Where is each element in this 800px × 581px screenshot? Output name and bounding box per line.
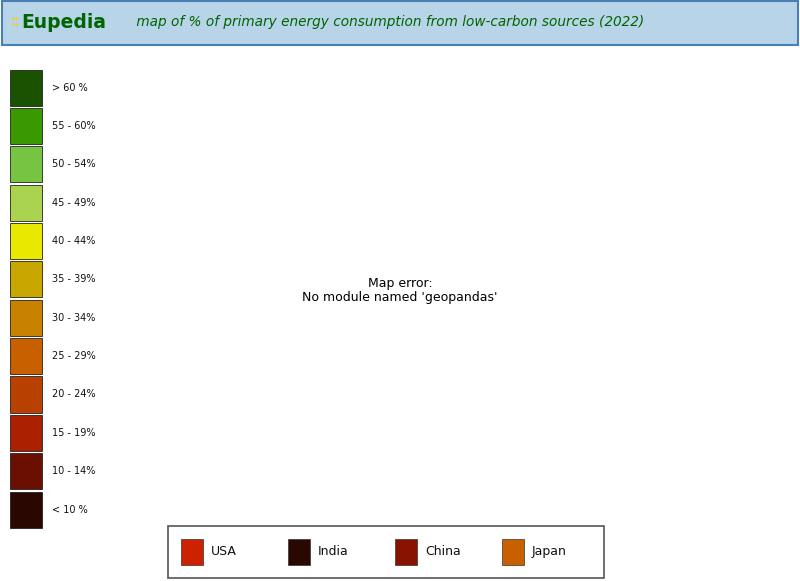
Text: 25 - 29%: 25 - 29%	[52, 351, 96, 361]
Text: 40 - 44%: 40 - 44%	[52, 236, 95, 246]
FancyBboxPatch shape	[10, 492, 42, 528]
Text: Map error:
No module named 'geopandas': Map error: No module named 'geopandas'	[302, 277, 498, 304]
FancyBboxPatch shape	[181, 539, 203, 565]
FancyBboxPatch shape	[10, 300, 42, 336]
Text: 30 - 34%: 30 - 34%	[52, 313, 95, 323]
FancyBboxPatch shape	[10, 185, 42, 221]
Text: 10 - 14%: 10 - 14%	[52, 466, 95, 476]
FancyBboxPatch shape	[10, 261, 42, 297]
FancyBboxPatch shape	[287, 539, 310, 565]
Text: USA: USA	[211, 546, 237, 558]
Text: India: India	[318, 546, 349, 558]
Text: 55 - 60%: 55 - 60%	[52, 121, 96, 131]
Text: 45 - 49%: 45 - 49%	[52, 198, 95, 208]
FancyBboxPatch shape	[10, 108, 42, 144]
FancyBboxPatch shape	[10, 338, 42, 374]
Text: > 60 %: > 60 %	[52, 83, 88, 93]
FancyBboxPatch shape	[10, 146, 42, 182]
FancyBboxPatch shape	[10, 453, 42, 489]
FancyBboxPatch shape	[2, 1, 798, 45]
FancyBboxPatch shape	[10, 415, 42, 451]
Text: Japan: Japan	[532, 546, 567, 558]
Text: 20 - 24%: 20 - 24%	[52, 389, 96, 400]
FancyBboxPatch shape	[10, 223, 42, 259]
Text: 15 - 19%: 15 - 19%	[52, 428, 95, 438]
Text: ✦✦
✦✦: ✦✦ ✦✦	[10, 17, 20, 27]
Text: 50 - 54%: 50 - 54%	[52, 159, 96, 170]
Text: < 10 %: < 10 %	[52, 504, 88, 515]
Text: 35 - 39%: 35 - 39%	[52, 274, 95, 285]
FancyBboxPatch shape	[10, 70, 42, 106]
FancyBboxPatch shape	[502, 539, 524, 565]
FancyBboxPatch shape	[394, 539, 417, 565]
FancyBboxPatch shape	[10, 376, 42, 413]
Text: China: China	[425, 546, 461, 558]
Text: map of % of primary energy consumption from low-carbon sources (2022): map of % of primary energy consumption f…	[132, 15, 644, 29]
FancyBboxPatch shape	[168, 526, 604, 578]
Text: Eupedia: Eupedia	[21, 13, 106, 31]
